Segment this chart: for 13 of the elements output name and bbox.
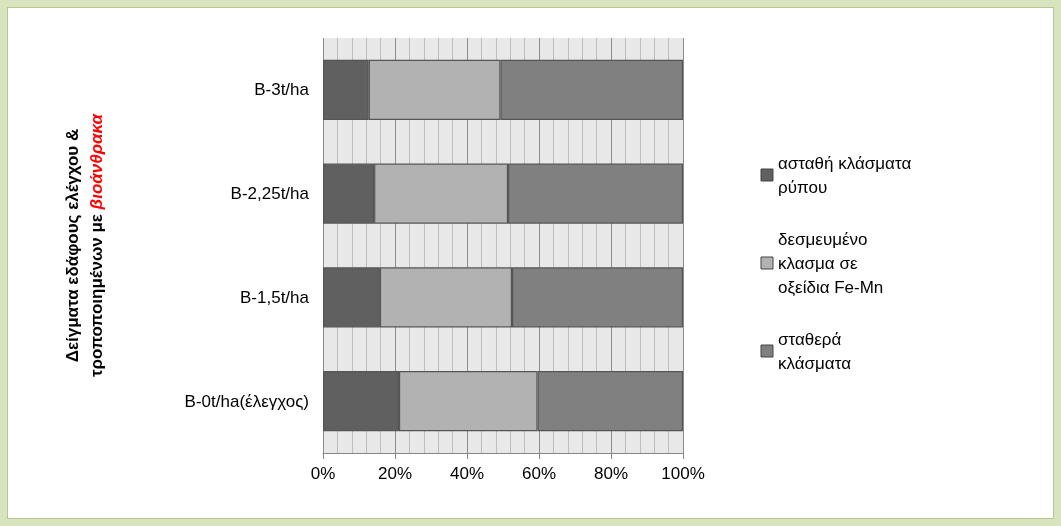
x-tick-label: 60%	[521, 464, 557, 483]
legend-label: σταθερά κλάσματα	[778, 329, 852, 373]
x-tick-label: 0%	[310, 464, 336, 483]
y-tick-label: B-0t/ha(έλεγχος)	[184, 391, 309, 411]
x-tick-label: 100%	[661, 464, 705, 483]
x-tick-label: 40%	[449, 464, 485, 483]
x-tick-label: 20%	[377, 464, 413, 483]
legend-label: ασταθή κλάσματα ρύπου	[778, 153, 916, 197]
x-tick-label: 80%	[593, 464, 629, 483]
y-tick-label: B-3t/ha	[254, 80, 310, 100]
y-tick-label: B-2,25t/ha	[230, 184, 310, 204]
legend-label: δεσμευμένο κλασμα σε οξείδια Fe-Mn	[778, 229, 884, 297]
y-tick-label: B-1,5t/ha	[240, 287, 310, 307]
